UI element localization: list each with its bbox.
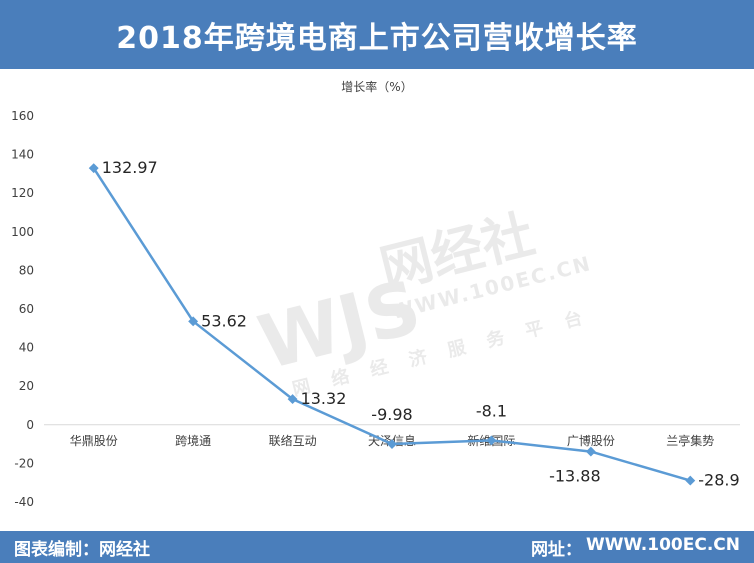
x-tick-label: 跨境通 — [175, 433, 211, 448]
data-label: 13.32 — [301, 389, 347, 408]
x-tick-label: 兰亭集势 — [666, 433, 714, 448]
y-tick-label: -40 — [14, 495, 34, 509]
footer-banner: 图表编制：网经社 网址： WWW.100EC.CN — [0, 531, 754, 563]
y-tick-label: 60 — [19, 302, 34, 316]
y-tick-label: 20 — [19, 379, 34, 393]
plot-area: WJS 网经社 WWW.100EC.CN 网络经济服务平台 增长率（%） -40 -20 0 2… — [0, 69, 754, 531]
data-label: 132.97 — [102, 158, 158, 177]
data-point — [287, 394, 298, 405]
x-tick-label: 广博股份 — [567, 433, 615, 448]
data-point — [585, 446, 596, 457]
y-tick-label: -20 — [14, 456, 34, 470]
data-label: 53.62 — [201, 311, 247, 330]
chart-header-banner: 2018年跨境电商上市公司营收增长率 — [0, 0, 754, 69]
axis-title: 增长率（%） — [341, 79, 412, 94]
footer-website-url: WWW.100EC.CN — [585, 534, 740, 555]
footer-website: 网址： WWW.100EC.CN — [531, 535, 740, 560]
x-tick-label: 联络互动 — [269, 433, 317, 448]
data-label: -13.88 — [549, 467, 601, 486]
x-tick-label: 华鼎股份 — [70, 434, 118, 448]
data-point — [685, 475, 696, 486]
data-point — [486, 435, 497, 446]
footer-website-prefix: 网址： — [530, 539, 582, 560]
data-label: -28.9 — [698, 471, 739, 490]
data-label: -9.98 — [371, 405, 412, 424]
y-tick-label: 0 — [26, 418, 34, 432]
y-tick-label: 120 — [11, 186, 34, 200]
data-label: -8.1 — [476, 401, 507, 420]
y-tick-label: 40 — [19, 341, 34, 355]
footer-credit: 图表编制：网经社 — [14, 539, 150, 560]
data-point — [188, 316, 199, 327]
y-tick-label: 140 — [11, 148, 34, 162]
data-point — [88, 163, 99, 174]
y-tick-label: 100 — [11, 225, 34, 239]
data-point — [387, 439, 397, 450]
chart-title: 2018年跨境电商上市公司营收增长率 — [116, 20, 638, 56]
y-tick-label: 80 — [19, 263, 34, 277]
y-tick-label: 160 — [11, 109, 34, 123]
